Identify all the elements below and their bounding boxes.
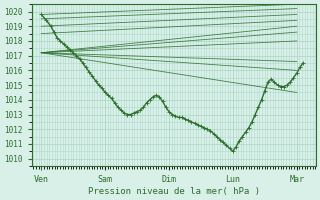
X-axis label: Pression niveau de la mer( hPa ): Pression niveau de la mer( hPa ) [88, 187, 260, 196]
